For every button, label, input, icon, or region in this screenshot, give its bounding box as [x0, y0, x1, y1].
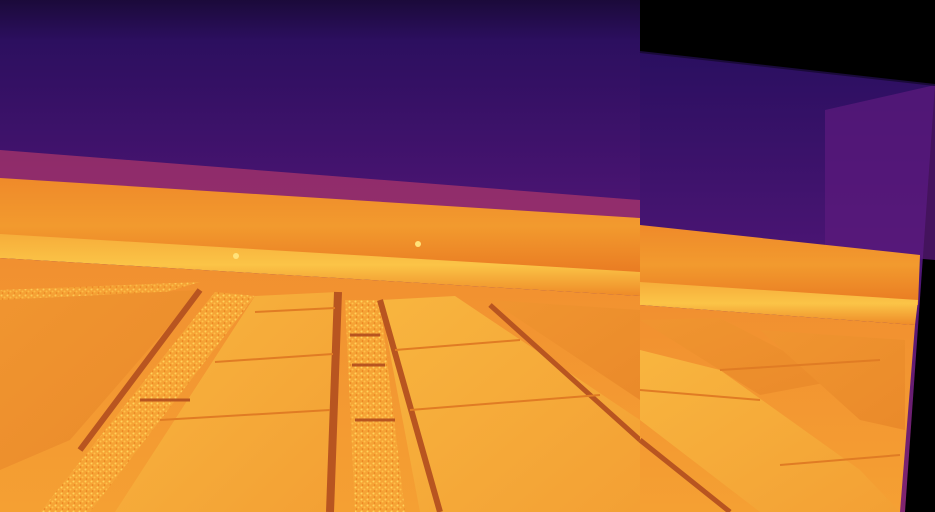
panel-seam-2: [214, 353, 334, 363]
panel-seam-5: [409, 394, 601, 411]
solar-panel-3: [380, 296, 640, 512]
panel-seam-3: [159, 409, 331, 421]
solar-panel-1: [0, 290, 200, 470]
building-right: [825, 85, 935, 260]
hot-spot-left-2: [233, 253, 239, 259]
gravel-strip-2: [40, 292, 255, 512]
pipe-left: [0, 234, 640, 296]
hot-spot-left: [415, 241, 421, 247]
parapet-wall-right: [640, 225, 920, 305]
panel-rail-4: [488, 303, 642, 442]
frame-edge: [639, 51, 935, 86]
panel-seam-4: [394, 339, 521, 351]
panel-seam-1: [254, 307, 336, 313]
solar-panel-4: [490, 300, 640, 400]
left-frame: [0, 0, 642, 512]
panel-rail-3: [377, 299, 443, 512]
solar-panel-6: [640, 350, 900, 512]
panel-seam-6: [639, 389, 761, 401]
solar-panel-5: [640, 318, 840, 395]
panel-rail-5: [638, 438, 732, 512]
solar-panel-7: [760, 330, 905, 430]
panel-seam-7: [719, 359, 881, 371]
panel-seam-8: [779, 454, 901, 466]
solar-panel-2: [115, 292, 338, 512]
panel-rail-1: [77, 288, 203, 452]
panel-rail-2: [326, 291, 342, 512]
pipe-right: [640, 282, 918, 325]
gravel-strip-3: [345, 300, 405, 512]
right-frame: [638, 0, 935, 512]
